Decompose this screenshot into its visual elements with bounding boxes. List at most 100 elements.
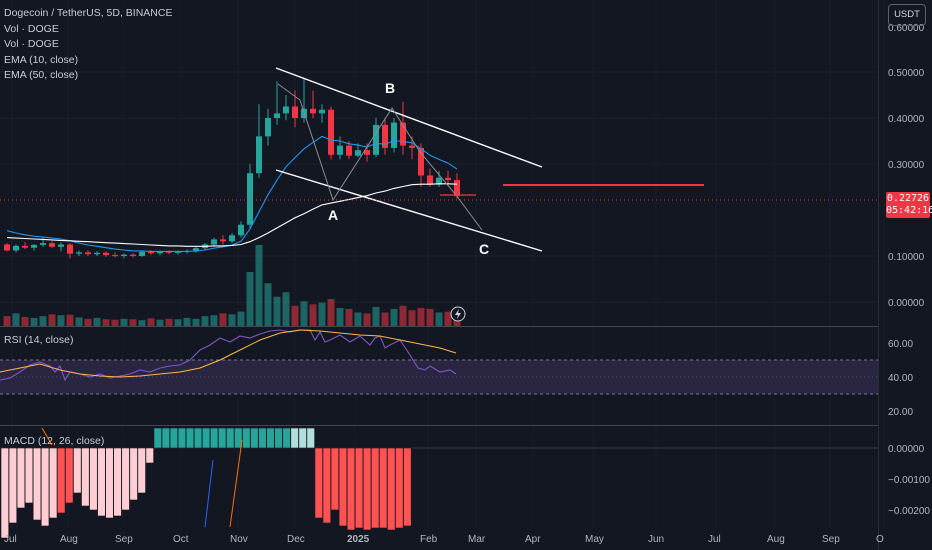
candle[interactable] bbox=[76, 250, 82, 256]
indicator-ema-50[interactable]: EMA (50, close) bbox=[4, 69, 79, 81]
candle-body bbox=[94, 252, 100, 255]
candle[interactable] bbox=[148, 250, 154, 255]
candle[interactable] bbox=[310, 90, 316, 118]
candle[interactable] bbox=[103, 251, 109, 257]
volume-bar bbox=[219, 313, 227, 326]
indicator-ema-10[interactable]: EMA (10, close) bbox=[4, 53, 79, 66]
candle[interactable] bbox=[211, 237, 217, 247]
volume-bar bbox=[210, 315, 218, 326]
macd-histogram-bar bbox=[338, 447, 348, 527]
candle[interactable] bbox=[4, 243, 10, 252]
symbol-title[interactable]: Dogecoin / TetherUS, 5D, BINANCE bbox=[4, 7, 173, 19]
macd-histogram bbox=[0, 427, 412, 539]
candle[interactable] bbox=[319, 104, 325, 123]
candle[interactable] bbox=[337, 136, 343, 160]
candle[interactable] bbox=[22, 242, 28, 250]
volume-bar bbox=[273, 296, 281, 326]
candle[interactable] bbox=[139, 250, 145, 257]
candle[interactable] bbox=[454, 173, 460, 199]
volume-bar bbox=[174, 319, 182, 326]
candle[interactable] bbox=[265, 108, 271, 146]
candle[interactable] bbox=[436, 170, 442, 187]
candlesticks[interactable] bbox=[4, 78, 460, 259]
candle[interactable] bbox=[49, 241, 55, 248]
macd-histogram-bar bbox=[298, 427, 307, 449]
macd-histogram-bar bbox=[73, 447, 82, 494]
volume-bar bbox=[381, 312, 389, 326]
candle[interactable] bbox=[220, 235, 226, 245]
candle[interactable] bbox=[94, 251, 100, 256]
candle[interactable] bbox=[400, 101, 406, 155]
macd-histogram-bar bbox=[330, 447, 340, 511]
candle-body bbox=[229, 235, 235, 242]
macd-histogram-bar bbox=[65, 447, 74, 504]
volume-bar bbox=[66, 314, 74, 326]
rsi-band-background bbox=[0, 360, 878, 394]
candle[interactable] bbox=[58, 242, 64, 252]
candle[interactable] bbox=[13, 244, 19, 253]
price-tick-label: 0.30000 bbox=[888, 160, 925, 171]
pane-divider-macd[interactable] bbox=[0, 425, 878, 426]
candle-body bbox=[337, 145, 343, 155]
candle[interactable] bbox=[418, 143, 424, 187]
price-tick-label: 0.40000 bbox=[888, 114, 925, 125]
time-tick-label: Aug bbox=[60, 534, 78, 545]
volume-bars bbox=[3, 245, 461, 326]
macd-histogram-bar bbox=[370, 447, 380, 529]
candle[interactable] bbox=[247, 164, 253, 229]
candle-body bbox=[436, 177, 442, 185]
macd-histogram-bar bbox=[185, 427, 195, 449]
candle[interactable] bbox=[238, 221, 244, 238]
channel-upper-trendline[interactable] bbox=[275, 67, 543, 168]
candle[interactable] bbox=[67, 243, 73, 259]
time-tick-label: May bbox=[585, 534, 604, 545]
drawing-layer[interactable]: A B C bbox=[0, 67, 878, 322]
pane-divider-rsi[interactable] bbox=[0, 326, 878, 327]
candle-body bbox=[103, 252, 109, 256]
candle[interactable] bbox=[445, 170, 451, 185]
candle[interactable] bbox=[130, 253, 136, 258]
rsi-title[interactable]: RSI (14, close) bbox=[4, 334, 74, 346]
candle[interactable] bbox=[256, 104, 262, 178]
macd-histogram-bar bbox=[57, 447, 66, 514]
candle[interactable] bbox=[382, 118, 388, 155]
candle[interactable] bbox=[112, 252, 118, 258]
candle-body bbox=[427, 175, 433, 185]
volume-bar bbox=[138, 320, 146, 326]
candle[interactable] bbox=[193, 246, 199, 253]
candle-body bbox=[58, 244, 64, 247]
candle-body bbox=[256, 136, 262, 174]
macd-title[interactable]: MACD (12, 26, close) bbox=[4, 435, 105, 447]
candle[interactable] bbox=[391, 118, 397, 153]
indicator-volume-1[interactable]: Vol · DOGE bbox=[4, 22, 59, 35]
candle-body bbox=[220, 239, 226, 242]
macd-histogram-bar bbox=[306, 427, 315, 449]
channel-lower-trendline[interactable] bbox=[275, 169, 543, 252]
macd-histogram-bar bbox=[97, 447, 106, 517]
volume-bar bbox=[39, 316, 47, 326]
current-price-tag: 0.22726 05:42:16 bbox=[886, 192, 932, 218]
candle[interactable] bbox=[301, 78, 307, 123]
candle[interactable] bbox=[31, 244, 37, 251]
axis-labels: 0.50000 0.40000 0.30000 0.10000 0.00000 0.600… bbox=[4, 23, 930, 545]
volume-bar bbox=[93, 317, 101, 326]
macd-histogram-bar bbox=[395, 447, 404, 529]
candle[interactable] bbox=[283, 95, 289, 121]
macd-histogram-bar bbox=[193, 427, 203, 449]
macd-histogram-bar bbox=[346, 447, 356, 531]
candle[interactable] bbox=[229, 233, 235, 244]
time-tick-label: Dec bbox=[287, 534, 305, 545]
indicator-volume-2[interactable]: Vol · DOGE bbox=[4, 38, 59, 50]
candle[interactable] bbox=[85, 250, 91, 256]
candle[interactable] bbox=[166, 250, 172, 255]
candle[interactable] bbox=[121, 253, 127, 259]
candle[interactable] bbox=[328, 106, 334, 160]
elliott-wave-path[interactable] bbox=[277, 83, 483, 231]
time-tick-label: Sep bbox=[822, 534, 840, 545]
candle-body bbox=[166, 251, 172, 253]
candle[interactable] bbox=[274, 81, 280, 125]
candle[interactable] bbox=[373, 118, 379, 158]
currency-button[interactable]: USDT bbox=[888, 4, 926, 26]
rsi-tick-label: 60.00 bbox=[888, 339, 913, 350]
